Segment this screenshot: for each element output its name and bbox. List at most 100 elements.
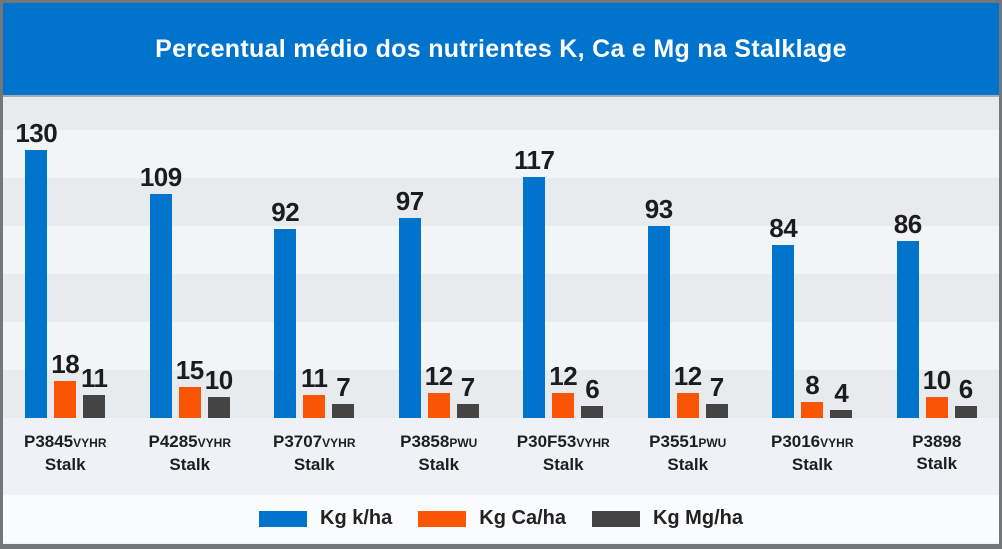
bar-value-label: 92 bbox=[271, 196, 300, 227]
bar-value-label: 117 bbox=[514, 145, 555, 175]
bar-kg-mg bbox=[830, 409, 853, 418]
category-label: P3016VYHR Stalk bbox=[750, 431, 875, 495]
bar-kg-k bbox=[896, 240, 919, 418]
bar-column: 10 bbox=[204, 365, 233, 418]
category-label-line1: P3858PWU bbox=[377, 431, 502, 454]
category-suffix: VYHR bbox=[820, 436, 854, 450]
category-name: P3898 bbox=[912, 432, 962, 451]
bar-value-label: 18 bbox=[51, 348, 80, 379]
legend-item-kg-ca: Kg Ca/ha bbox=[418, 507, 566, 530]
bar-value-label: 11 bbox=[81, 363, 108, 394]
bar-value-label: 109 bbox=[139, 161, 182, 192]
bar-value-label: 12 bbox=[424, 361, 453, 392]
category-label-line1: P3551PWU bbox=[626, 431, 751, 454]
bar-kg-k bbox=[398, 218, 421, 418]
bar-kg-ca bbox=[801, 401, 824, 418]
bar-group: 130 18 11 bbox=[15, 97, 108, 418]
bar-value-label: 6 bbox=[958, 373, 973, 404]
category-label: P30F53VYHR Stalk bbox=[501, 431, 626, 495]
bar-kg-ca bbox=[925, 397, 948, 418]
bar-column: 10 bbox=[922, 365, 951, 418]
bar-column: 12 bbox=[673, 361, 702, 418]
bar-value-label: 84 bbox=[769, 213, 798, 243]
category-label-row: P3845VYHR Stalk P4285VYHR Stalk P3707VYHR Sta… bbox=[3, 418, 999, 495]
bar-value-label: 15 bbox=[175, 355, 204, 386]
category-label-line1: P3845VYHR bbox=[3, 431, 128, 454]
bar-column: 92 bbox=[271, 196, 300, 418]
category-name: P30F53 bbox=[516, 432, 577, 451]
bar-value-label: 10 bbox=[922, 365, 951, 396]
category-name: P3707 bbox=[272, 432, 323, 451]
category-sublabel: Stalk bbox=[293, 455, 335, 474]
bar-value-label: 12 bbox=[549, 361, 578, 392]
bar-column: 7 bbox=[705, 374, 728, 418]
bar-kg-mg bbox=[83, 395, 106, 418]
bar-column: 4 bbox=[830, 380, 853, 418]
bar-value-label: 86 bbox=[893, 208, 922, 239]
bar-column: 8 bbox=[801, 369, 824, 418]
category-label: P4285VYHR Stalk bbox=[128, 431, 253, 495]
category-suffix: VYHR bbox=[576, 436, 610, 450]
category-label-line1: P4285VYHR bbox=[128, 431, 253, 454]
category-name: P3845 bbox=[23, 432, 74, 451]
bar-value-label: 7 bbox=[336, 371, 351, 402]
bar-column: 18 bbox=[51, 348, 80, 418]
bar-group: 109 15 10 bbox=[140, 97, 233, 418]
bar-column: 109 bbox=[140, 164, 182, 418]
category-suffix: VYHR bbox=[322, 436, 356, 450]
category-sublabel: Stalk bbox=[44, 455, 86, 474]
category-label: P3858PWU Stalk bbox=[377, 431, 502, 495]
bar-kg-ca bbox=[303, 395, 326, 418]
bar-column: 11 bbox=[81, 363, 108, 418]
bar-column: 11 bbox=[301, 363, 328, 418]
category-name: P3858 bbox=[400, 432, 450, 451]
bar-column: 6 bbox=[954, 373, 977, 418]
bar-value-label: 97 bbox=[395, 186, 424, 217]
plot-area: 130 18 11 109 15 10 92 11 7 97 12 7 117 12 6 93 12 7 84 8 4 8… bbox=[3, 97, 999, 418]
bar-group: 84 8 4 bbox=[769, 97, 853, 418]
legend-label-kg-k: Kg k/ha bbox=[320, 507, 393, 529]
category-sublabel: Stalk bbox=[169, 455, 211, 474]
chart-header: Percentual médio dos nutrientes K, Ca e … bbox=[3, 3, 999, 97]
bar-column: 6 bbox=[581, 373, 604, 418]
bar-column: 93 bbox=[644, 194, 673, 418]
bar-value-label: 130 bbox=[15, 118, 58, 149]
bar-value-label: 10 bbox=[204, 365, 233, 396]
bar-group: 93 12 7 bbox=[644, 97, 728, 418]
bar-kg-mg bbox=[456, 403, 479, 418]
category-sublabel: Stalk bbox=[418, 455, 460, 474]
category-suffix: PWU bbox=[449, 436, 478, 450]
bar-value-label: 11 bbox=[301, 363, 328, 394]
bar-group: 117 12 6 bbox=[514, 97, 604, 418]
bar-value-label: 8 bbox=[805, 369, 820, 400]
legend-swatch-kg-mg bbox=[591, 510, 640, 527]
bar-kg-mg bbox=[332, 403, 355, 418]
bar-group: 92 11 7 bbox=[271, 97, 355, 418]
bar-column: 15 bbox=[175, 355, 204, 418]
bar-kg-mg bbox=[207, 397, 230, 418]
category-label-line1: P3707VYHR bbox=[252, 431, 377, 454]
bar-column: 12 bbox=[549, 361, 578, 418]
bar-column: 7 bbox=[456, 374, 479, 418]
bar-kg-ca bbox=[552, 393, 575, 418]
bar-value-label: 12 bbox=[673, 361, 702, 392]
bar-kg-k bbox=[523, 177, 546, 418]
bar-kg-mg bbox=[705, 403, 728, 418]
legend-swatch-kg-ca bbox=[418, 510, 467, 527]
bar-value-label: 93 bbox=[644, 194, 673, 225]
bar-kg-mg bbox=[954, 405, 977, 418]
bar-kg-k bbox=[274, 228, 297, 418]
bar-value-label: 6 bbox=[585, 373, 600, 404]
category-suffix: VYHR bbox=[197, 436, 231, 450]
bar-column: 130 bbox=[15, 120, 58, 418]
category-sublabel: Stalk bbox=[791, 455, 833, 474]
category-label-line1: P3016VYHR bbox=[750, 431, 875, 454]
category-label-line1: P3898 bbox=[875, 431, 1000, 453]
category-label: P3551PWU Stalk bbox=[626, 431, 751, 495]
bar-kg-k bbox=[647, 226, 670, 418]
bar-kg-ca bbox=[676, 393, 699, 418]
bar-column: 117 bbox=[514, 147, 555, 418]
chart-title: Percentual médio dos nutrientes K, Ca e … bbox=[155, 34, 847, 63]
bar-column: 86 bbox=[893, 208, 922, 418]
